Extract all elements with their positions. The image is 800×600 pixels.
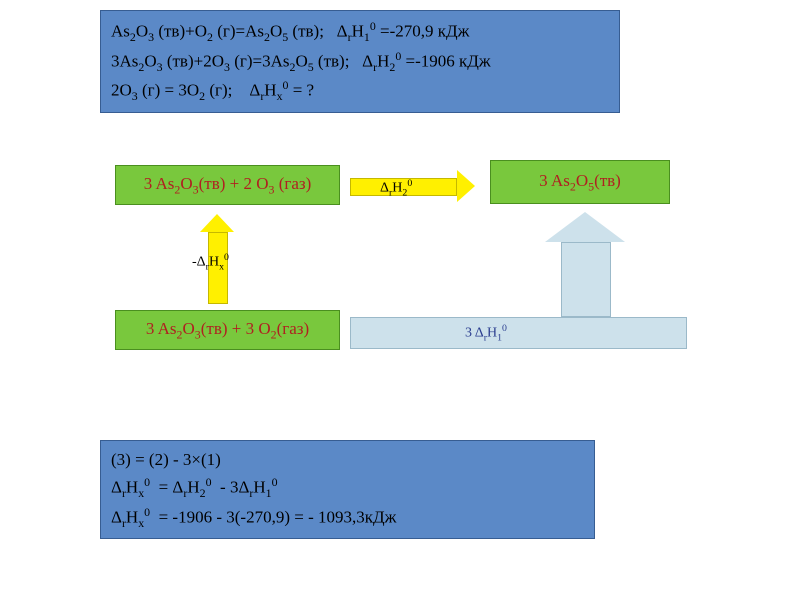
node-reactants-o3: 3 As2O3(тв) + 2 O3 (газ): [115, 165, 340, 205]
node-label: 3 As2O5(тв): [539, 168, 621, 196]
eq-1: As2O3 (тв)+O2 (г)=As2O5 (тв); ΔrH10 =-27…: [111, 17, 609, 47]
node-reactants-o2: 3 As2O3(тв) + 3 O2(газ): [115, 310, 340, 350]
node-label: 3 As2O3(тв) + 3 O2(газ): [146, 316, 309, 344]
dh2-value: =-1906 кДж: [406, 51, 491, 70]
solution-panel: (3) = (2) - 3×(1) ΔrHx0 = ΔrH20 - 3ΔrH10…: [100, 440, 595, 539]
arrow-dh1-base: [350, 317, 687, 349]
node-label: 3 As2O3(тв) + 2 O3 (газ): [144, 171, 312, 199]
arrow-dh1-label: 3 ΔrH10: [465, 323, 507, 343]
eq-2: 3As2O3 (тв)+2O3 (г)=3As2O5 (тв); ΔrH20 =…: [111, 47, 609, 77]
sol-line-2: ΔrHx0 = ΔrH20 - 3ΔrH10: [111, 473, 584, 503]
arrow-dh2-label: ΔrH20: [380, 178, 412, 198]
arrow-dhx-label: -ΔrHx0: [192, 252, 229, 272]
arrow-dh1: [545, 212, 625, 317]
eq-3: 2O3 (г) = 3O2 (г); ΔrHx0 = ?: [111, 76, 609, 106]
equations-panel: As2O3 (тв)+O2 (г)=As2O5 (тв); ΔrH10 =-27…: [100, 10, 620, 113]
node-product: 3 As2O5(тв): [490, 160, 670, 204]
arrow-dh2: ΔrH20: [350, 170, 475, 202]
dh1-value: =-270,9 кДж: [380, 22, 469, 41]
sol-line-1: (3) = (2) - 3×(1): [111, 447, 584, 473]
sol-line-3: ΔrHx0 = -1906 - 3(-270,9) = - 1093,3кДж: [111, 503, 584, 533]
